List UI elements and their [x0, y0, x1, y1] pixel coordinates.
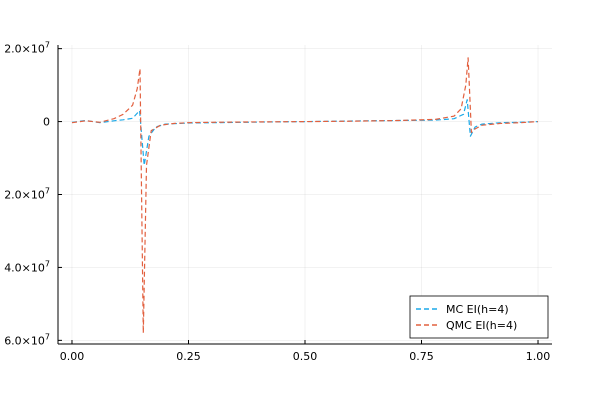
series-line-2 — [71, 57, 539, 334]
legend-box — [409, 295, 549, 339]
legend: MC EI(h=4) QMC EI(h=4) — [409, 295, 549, 339]
y-tick-label: 4.0×107 — [4, 259, 50, 274]
x-tick-label: 0.25 — [176, 350, 201, 363]
tick-labels: 0.00 0.25 0.50 0.75 1.00 2.0×107 0 2.0×107 4.0×1… — [4, 41, 550, 363]
y-tick-label: 0 — [43, 116, 50, 129]
x-tick-label: 0.00 — [60, 350, 85, 363]
legend-label-2: QMC EI(h=4) — [446, 319, 517, 332]
x-tick-label: 1.00 — [526, 350, 551, 363]
legend-label-1: MC EI(h=4) — [446, 303, 509, 316]
series-layer — [71, 57, 539, 334]
y-tick-label: 2.0×107 — [4, 187, 50, 202]
x-tick-label: 0.50 — [293, 350, 318, 363]
x-tick-label: 0.75 — [409, 350, 434, 363]
axes — [57, 45, 552, 345]
y-tick-label: 2.0×107 — [4, 41, 50, 56]
y-tick-label: 6.0×107 — [4, 332, 50, 347]
